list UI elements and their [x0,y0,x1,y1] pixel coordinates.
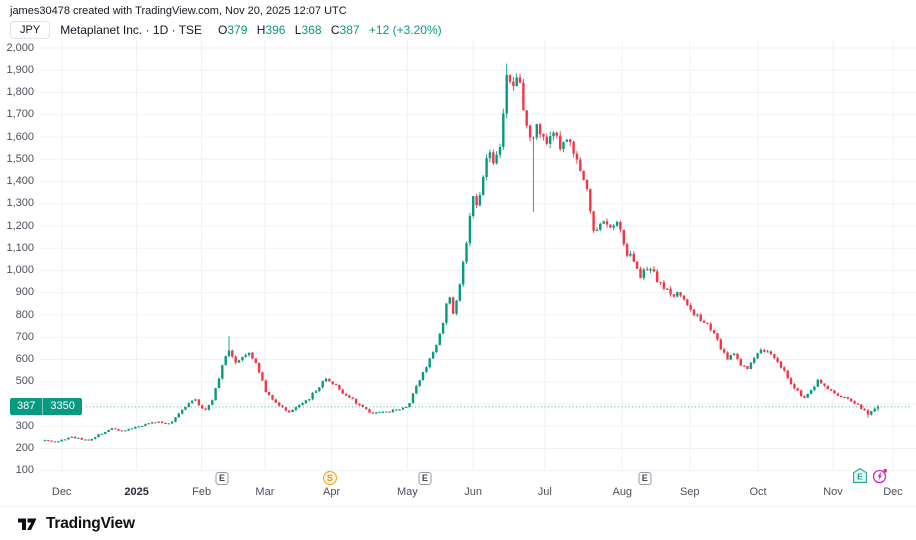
footer-bar: TradingView [0,506,916,540]
open-value: 379 [227,23,248,37]
currency-badge[interactable]: JPY [10,21,51,39]
close-value: 387 [339,23,360,37]
y-tick-label: 1,200 [6,219,34,232]
last-price-secondary: 3350 [42,398,81,416]
tradingview-logo-icon[interactable] [17,515,38,533]
change-value: +12 (+3.20%) [368,23,442,37]
low-value: 368 [301,23,322,37]
y-tick-label: 1,700 [6,108,34,121]
y-tick-label: 1,300 [6,197,34,210]
x-tick-label: Jul [537,486,552,498]
y-tick-label: 100 [15,464,34,477]
price-axis-label: 387 3350 [10,398,82,416]
high-label: H [256,23,266,37]
last-price-value: 387 [17,400,36,413]
y-tick-label: 1,600 [6,130,34,143]
attribution-text: james30478 created with TradingView.com,… [10,5,347,17]
y-tick-label: 200 [15,442,34,455]
y-tick-label: 1,400 [6,175,34,188]
y-tick-label: 1,900 [6,63,34,76]
x-tick-label: May [396,486,418,498]
earnings-icon[interactable]: E [418,468,432,486]
x-tick-label: Dec [51,486,72,498]
y-tick-label: 700 [15,330,34,343]
y-tick-label: 900 [15,286,34,299]
x-tick-label: Feb [192,486,212,498]
low-label: L [294,23,302,37]
svg-text:E: E [857,471,863,481]
earnings-icon[interactable]: E [638,468,652,486]
x-tick-label: Oct [749,486,767,498]
open-label: O [218,23,228,37]
flash-event-icon[interactable] [872,468,888,489]
y-tick-label: 300 [15,419,34,432]
upcoming-earnings-icon[interactable]: E [852,467,867,488]
chart-legend: JPY Metaplanet Inc. · 1D · TSE O379 H396… [10,21,442,39]
y-tick-label: 1,000 [6,264,34,277]
high-value: 396 [265,23,286,37]
y-tick-label: 500 [15,375,34,388]
candlestick-series [43,63,880,443]
x-tick-label: Dec [883,486,903,498]
tradingview-logo-text[interactable]: TradingView [46,514,135,532]
x-tick-label: Aug [612,486,633,498]
x-tick-label: Nov [823,486,843,498]
y-tick-label: 800 [15,308,34,321]
y-tick-label: 600 [15,353,34,366]
y-tick-label: 1,100 [6,241,34,254]
split-icon[interactable]: S [322,468,337,486]
y-tick-label: 1,800 [6,86,34,98]
y-tick-label: 1,500 [6,152,34,165]
series-title[interactable]: Metaplanet Inc. · 1D · TSE [60,23,203,37]
x-tick-label: Sep [679,486,700,498]
close-label: C [330,23,340,37]
ohlc-values: O379 H396 L368 C387 +12 (+3.20%) [212,23,442,37]
x-tick-label: Apr [322,486,341,498]
earnings-icon[interactable]: E [215,468,229,486]
y-tick-label: 2,000 [6,41,34,54]
x-tick-label: 2025 [124,486,149,498]
x-tick-label: Jun [464,486,483,498]
price-axis[interactable]: 1002003004005006007008009001,0001,1001,2… [0,0,34,540]
x-tick-label: Mar [255,486,275,498]
time-axis[interactable]: Dec 2025 Feb Mar Apr May Jun Jul Aug Sep Oct Nov Dec [0,486,916,500]
